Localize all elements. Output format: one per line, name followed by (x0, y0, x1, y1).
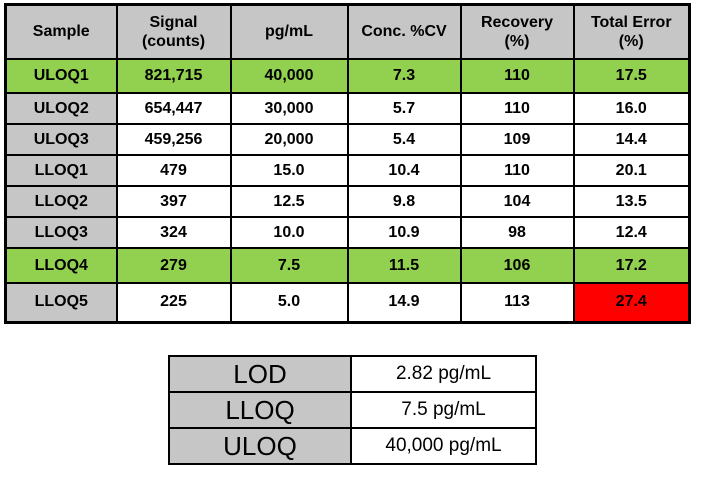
value-cell: 110 (459, 92, 575, 125)
value-cell: 17.5 (572, 58, 691, 94)
value-cell: 13.5 (572, 185, 691, 218)
sample-cell: ULOQ1 (4, 58, 118, 94)
limit-value-cell: 40,000 pg/mL (350, 427, 537, 465)
value-cell: 11.5 (346, 247, 462, 284)
column-header: pg/mL (229, 3, 349, 60)
sample-cell: ULOQ2 (4, 92, 118, 125)
sample-cell: ULOQ3 (4, 123, 118, 156)
quantification-results-table: Sample Signal (counts) pg/mL Conc. %CV Recov… (4, 3, 691, 324)
value-cell: 397 (115, 185, 232, 218)
value-cell: 654,447 (115, 92, 232, 125)
value-cell: 12.4 (572, 216, 691, 249)
value-cell: 5.4 (346, 123, 462, 156)
value-cell: 104 (459, 185, 575, 218)
value-cell: 5.0 (229, 282, 349, 323)
limit-label-cell: LLOQ (168, 391, 352, 429)
value-cell: 113 (459, 282, 575, 323)
summary-table-body: LOD 2.82 pg/mL LLOQ 7.5 pg/mL ULOQ 40,000 pg/… (168, 355, 537, 465)
value-cell: 30,000 (229, 92, 349, 125)
value-cell: 110 (459, 154, 575, 187)
table-row: ULOQ3 459,256 20,000 5.4 109 14.4 (4, 123, 691, 156)
column-header: Signal (counts) (115, 3, 232, 60)
table-row: LLOQ5 225 5.0 14.9 113 27.4 (4, 282, 691, 323)
value-cell: 10.0 (229, 216, 349, 249)
sample-cell: LLOQ2 (4, 185, 118, 218)
sample-cell: LLOQ1 (4, 154, 118, 187)
header-row: Sample Signal (counts) pg/mL Conc. %CV Recov… (4, 3, 691, 60)
value-cell: 27.4 (572, 282, 691, 323)
sample-cell: LLOQ4 (4, 247, 118, 284)
table-row: LLOQ4 279 7.5 11.5 106 17.2 (4, 247, 691, 284)
summary-row: LLOQ 7.5 pg/mL (168, 391, 537, 429)
table-row: ULOQ1 821,715 40,000 7.3 110 17.5 (4, 58, 691, 94)
value-cell: 110 (459, 58, 575, 94)
limit-value-cell: 2.82 pg/mL (350, 355, 537, 393)
summary-row: ULOQ 40,000 pg/mL (168, 427, 537, 465)
value-cell: 459,256 (115, 123, 232, 156)
value-cell: 20,000 (229, 123, 349, 156)
table-row: LLOQ2 397 12.5 9.8 104 13.5 (4, 185, 691, 218)
value-cell: 20.1 (572, 154, 691, 187)
limit-label-cell: LOD (168, 355, 352, 393)
value-cell: 225 (115, 282, 232, 323)
column-header: Recovery (%) (459, 3, 575, 60)
value-cell: 279 (115, 247, 232, 284)
sample-cell: LLOQ3 (4, 216, 118, 249)
value-cell: 9.8 (346, 185, 462, 218)
limit-label-cell: ULOQ (168, 427, 352, 465)
sample-cell: LLOQ5 (4, 282, 118, 323)
value-cell: 14.4 (572, 123, 691, 156)
value-cell: 15.0 (229, 154, 349, 187)
value-cell: 109 (459, 123, 575, 156)
value-cell: 17.2 (572, 247, 691, 284)
value-cell: 12.5 (229, 185, 349, 218)
value-cell: 479 (115, 154, 232, 187)
table-row: LLOQ1 479 15.0 10.4 110 20.1 (4, 154, 691, 187)
table-row: ULOQ2 654,447 30,000 5.7 110 16.0 (4, 92, 691, 125)
results-table-body: ULOQ1 821,715 40,000 7.3 110 17.5 ULOQ2 654,447… (4, 58, 691, 323)
value-cell: 821,715 (115, 58, 232, 94)
value-cell: 324 (115, 216, 232, 249)
value-cell: 7.3 (346, 58, 462, 94)
value-cell: 10.4 (346, 154, 462, 187)
limit-value-cell: 7.5 pg/mL (350, 391, 537, 429)
value-cell: 98 (459, 216, 575, 249)
column-header: Conc. %CV (346, 3, 462, 60)
value-cell: 5.7 (346, 92, 462, 125)
column-header: Sample (4, 3, 118, 60)
summary-row: LOD 2.82 pg/mL (168, 355, 537, 393)
value-cell: 16.0 (572, 92, 691, 125)
limits-summary-table: LOD 2.82 pg/mL LLOQ 7.5 pg/mL ULOQ 40,000 pg/… (168, 355, 537, 465)
value-cell: 14.9 (346, 282, 462, 323)
column-header: Total Error (%) (572, 3, 691, 60)
value-cell: 106 (459, 247, 575, 284)
table-row: LLOQ3 324 10.0 10.9 98 12.4 (4, 216, 691, 249)
value-cell: 7.5 (229, 247, 349, 284)
value-cell: 10.9 (346, 216, 462, 249)
value-cell: 40,000 (229, 58, 349, 94)
